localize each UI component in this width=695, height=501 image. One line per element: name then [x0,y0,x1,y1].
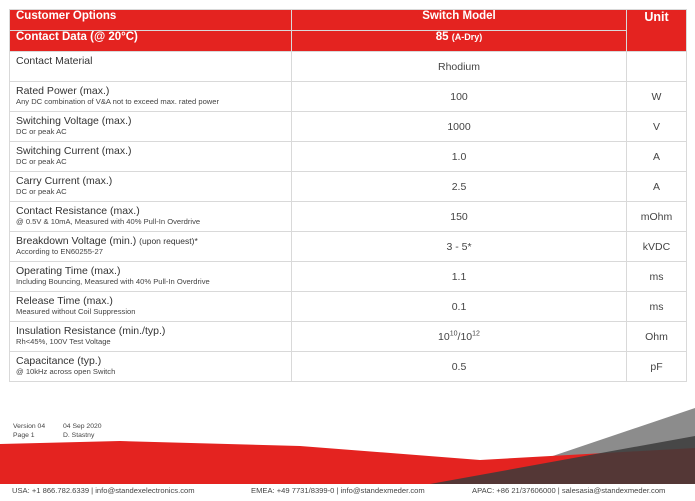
parameter-name: Operating Time (max.) [16,265,121,277]
parameter-cell: Insulation Resistance (min./typ.) Rh<45%… [9,321,292,352]
unit-header: Unit [626,9,687,52]
parameter-extra: (upon request)* [139,236,198,246]
parameter-name: Insulation Resistance (min./typ.) [16,325,166,337]
table-row: Carry Current (max.) DC or peak AC 2.5 A [9,171,687,202]
parameter-cell: Release Time (max.) Measured without Coi… [9,291,292,322]
parameter-name: Contact Resistance (max.) [16,205,140,217]
parameter-name: Release Time (max.) [16,295,113,307]
parameter-name: Breakdown Voltage (min.) [16,235,137,247]
unit-cell: A [626,171,687,202]
document-meta: Version 04 04 Sep 2020 Page 1 D. Stastny [13,422,102,440]
value-cell: 1.0 [291,141,627,172]
parameter-note: Any DC combination of V&A not to exceed … [16,97,220,106]
parameter-note: DC or peak AC [16,127,67,136]
parameter-cell: Carry Current (max.) DC or peak AC [9,171,292,202]
customer-options-header: Customer Options [9,9,292,31]
parameter-name-line: Breakdown Voltage (min.) (upon request)* [16,235,291,247]
parameter-name: Contact Material [16,55,93,67]
parameter-note: @ 10kHz across open Switch [16,367,116,376]
contact-data-header: Contact Data (@ 20°C) [9,30,292,52]
value-cell: 100 [291,81,627,112]
insulation-exp-1: 10 [449,330,458,337]
unit-cell: Ohm [626,321,687,352]
unit-cell: V [626,111,687,142]
value-cell: 150 [291,201,627,232]
footer-dark-band [430,436,695,484]
insulation-base-2: 10 [460,330,473,343]
table-row: Contact Material Rhodium [9,51,687,82]
parameter-name: Switching Voltage (max.) [16,115,132,127]
parameter-note: Including Bouncing, Measured with 40% Pu… [16,277,210,286]
table-row: Contact Resistance (max.) @ 0.5V & 10mA,… [9,201,687,232]
value-cell: 0.1 [291,291,627,322]
parameter-note: DC or peak AC [16,157,67,166]
contact-emea: EMEA: +49 7731/8399-0 | info@standexmede… [251,486,425,495]
contact-usa: USA: +1 866.782.6339 | info@standexelect… [12,486,195,495]
table-row: Operating Time (max.) Including Bouncing… [9,261,687,292]
insulation-base-1: 10 [438,330,450,343]
model-number: 85 [435,31,449,44]
unit-cell: ms [626,261,687,292]
parameter-cell: Rated Power (max.) Any DC combination of… [9,81,292,112]
parameter-note: According to EN60255-27 [16,247,103,256]
parameter-cell: Contact Resistance (max.) @ 0.5V & 10mA,… [9,201,292,232]
footer-decoration [0,408,695,484]
table-row: Switching Current (max.) DC or peak AC 1… [9,141,687,172]
value-cell: 3 - 5* [291,231,627,262]
value-cell: 1000 [291,111,627,142]
table-row: Breakdown Voltage (min.) (upon request)*… [9,231,687,262]
unit-cell: kVDC [626,231,687,262]
value-cell: 1010/1012 [291,321,627,352]
switch-model-header: Switch Model [291,9,627,31]
unit-cell: ms [626,291,687,322]
parameter-note: Measured without Coil Suppression [16,307,136,316]
table-row: Switching Voltage (max.) DC or peak AC 1… [9,111,687,142]
page-label: Page 1 [13,432,35,439]
model-suffix: (A-Dry) [451,32,483,42]
parameter-note: DC or peak AC [16,187,67,196]
parameter-name: Capacitance (typ.) [16,355,102,367]
parameter-name: Switching Current (max.) [16,145,132,157]
insulation-exp-2: 12 [472,330,480,337]
parameter-cell: Breakdown Voltage (min.) (upon request)*… [9,231,292,262]
table-row: Release Time (max.) Measured without Coi… [9,291,687,322]
table-row: Rated Power (max.) Any DC combination of… [9,81,687,112]
parameter-cell: Contact Material [9,51,292,82]
parameter-note: @ 0.5V & 10mA, Measured with 40% Pull-In… [16,217,201,226]
parameter-name: Carry Current (max.) [16,175,113,187]
value-cell: 2.5 [291,171,627,202]
unit-cell: mOhm [626,201,687,232]
table-row: Insulation Resistance (min./typ.) Rh<45%… [9,321,687,352]
parameter-cell: Operating Time (max.) Including Bouncing… [9,261,292,292]
value-cell: Rhodium [291,51,627,82]
author-label: D. Stastny [63,432,95,439]
parameter-name: Rated Power (max.) [16,85,110,97]
parameter-cell: Switching Voltage (max.) DC or peak AC [9,111,292,142]
header-row-2: Contact Data (@ 20°C) 85 (A-Dry) [9,30,687,52]
parameter-note: Rh<45%, 100V Test Voltage [16,337,111,346]
parameter-cell: Capacitance (typ.) @ 10kHz across open S… [9,351,292,382]
version-label: Version 04 [13,423,46,430]
model-number-header: 85 (A-Dry) [291,30,627,52]
contact-data-table: Customer Options Switch Model Unit Conta… [9,9,687,382]
table-row: Capacitance (typ.) @ 10kHz across open S… [9,351,687,382]
contact-apac: APAC: +86 21/37606000 | salesasia@stande… [472,486,666,495]
unit-cell: pF [626,351,687,382]
parameter-cell: Switching Current (max.) DC or peak AC [9,141,292,172]
value-cell: 1.1 [291,261,627,292]
unit-cell [626,51,687,82]
header-row-1: Customer Options Switch Model Unit [9,9,687,52]
date-label: 04 Sep 2020 [63,423,102,430]
value-cell: 0.5 [291,351,627,382]
unit-cell: A [626,141,687,172]
unit-cell: W [626,81,687,112]
insulation-separator: / [457,330,461,343]
